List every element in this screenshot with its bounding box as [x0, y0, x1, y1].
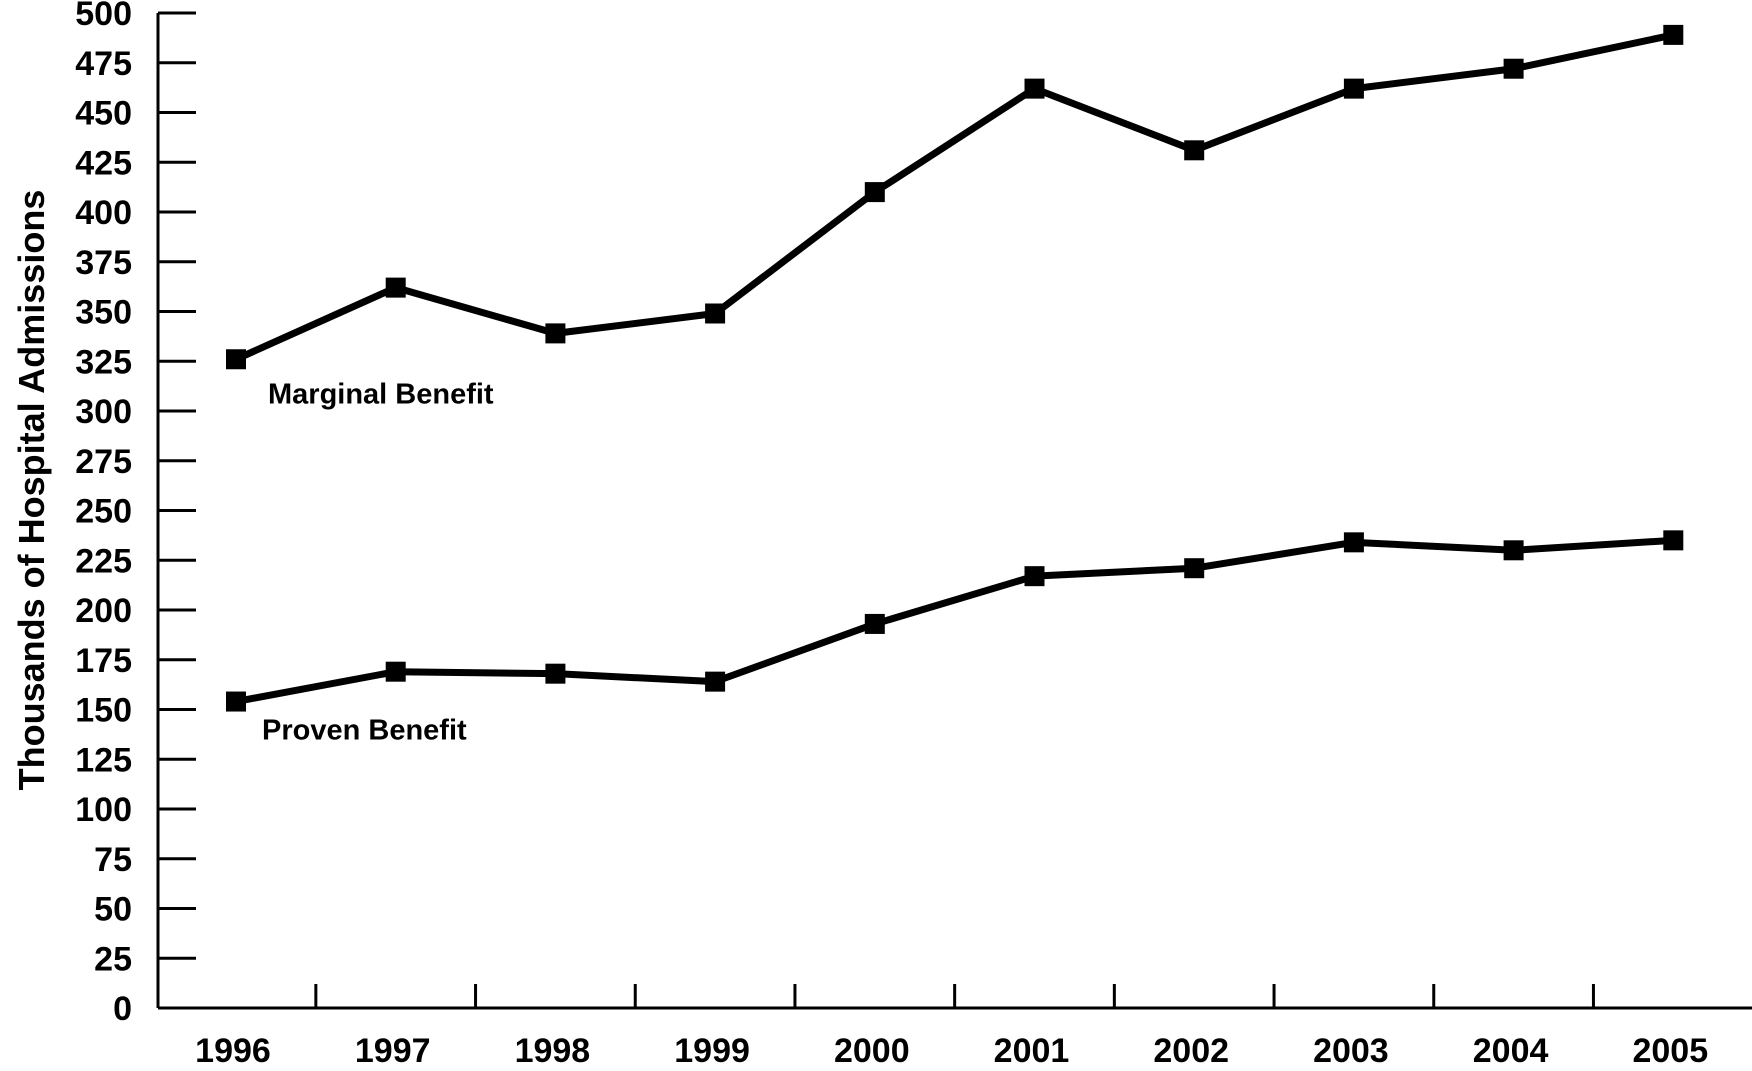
y-tick-label: 75 [94, 841, 132, 879]
data-point [385, 661, 406, 682]
y-tick-label: 50 [94, 891, 132, 929]
y-axis: 0 25 50 75 100 125 150 175 200 225 250 275 300 325 350… [75, 0, 196, 1028]
x-tick-label: 2003 [1313, 1032, 1389, 1070]
y-tick-label: 200 [75, 592, 132, 630]
series-line [234, 31, 1675, 363]
y-tick-label: 0 [113, 990, 132, 1028]
series-1: Proven Benefit [226, 530, 1684, 747]
data-point [1343, 532, 1364, 553]
data-point [226, 349, 246, 370]
series-line [235, 536, 1674, 705]
x-tick-label: 1998 [515, 1032, 591, 1070]
data-point [545, 323, 566, 344]
x-tick-label: 1999 [674, 1032, 750, 1070]
data-point [1503, 58, 1524, 79]
series-layer: Marginal Benefit Proven Benefit [226, 24, 1684, 747]
y-tick-label: 125 [75, 741, 132, 779]
y-tick-label: 275 [75, 443, 132, 481]
y-tick-label: 25 [94, 940, 132, 978]
y-tick-label: 475 [75, 45, 132, 83]
data-point [1184, 140, 1205, 161]
data-point [1024, 78, 1045, 99]
y-tick-label: 400 [75, 194, 132, 232]
data-point [226, 691, 246, 712]
y-tick-label: 425 [75, 144, 132, 182]
y-tick-label: 100 [75, 791, 132, 829]
y-tick-label: 325 [75, 343, 132, 381]
data-point [705, 671, 726, 692]
data-point [385, 277, 406, 298]
data-point [1343, 78, 1364, 99]
data-point [705, 303, 726, 324]
x-tick-label: 2002 [1153, 1032, 1229, 1070]
data-point [1663, 24, 1684, 45]
series-0: Marginal Benefit [226, 24, 1684, 410]
x-axis: 1996 1997 1998 1999 2000 2001 2002 2003 2004 2005 [158, 984, 1752, 1070]
data-point [1663, 530, 1684, 551]
x-tick-label: 1996 [195, 1032, 271, 1070]
data-point [1184, 558, 1205, 579]
y-tick-label: 225 [75, 542, 132, 580]
y-tick-label: 175 [75, 642, 132, 680]
series-label: Marginal Benefit [268, 378, 494, 410]
y-tick-label: 375 [75, 244, 132, 282]
y-tick-label: 450 [75, 95, 132, 133]
x-tick-label: 2000 [834, 1032, 910, 1070]
x-tick-label: 2001 [994, 1032, 1070, 1070]
data-point [545, 663, 566, 684]
y-axis-title: Thousands of Hospital Admissions [11, 190, 52, 791]
data-point [1503, 540, 1524, 561]
data-point [864, 613, 885, 634]
data-point [864, 182, 885, 203]
y-tick-label: 150 [75, 692, 132, 730]
y-tick-label: 350 [75, 294, 132, 332]
y-tick-label: 250 [75, 493, 132, 531]
x-tick-label: 2004 [1473, 1032, 1549, 1070]
x-tick-label: 2005 [1632, 1032, 1708, 1070]
data-point [1024, 566, 1045, 587]
series-label: Proven Benefit [262, 715, 467, 747]
x-tick-label: 1997 [355, 1032, 431, 1070]
y-tick-label: 500 [75, 0, 132, 33]
y-tick-label: 300 [75, 393, 132, 431]
